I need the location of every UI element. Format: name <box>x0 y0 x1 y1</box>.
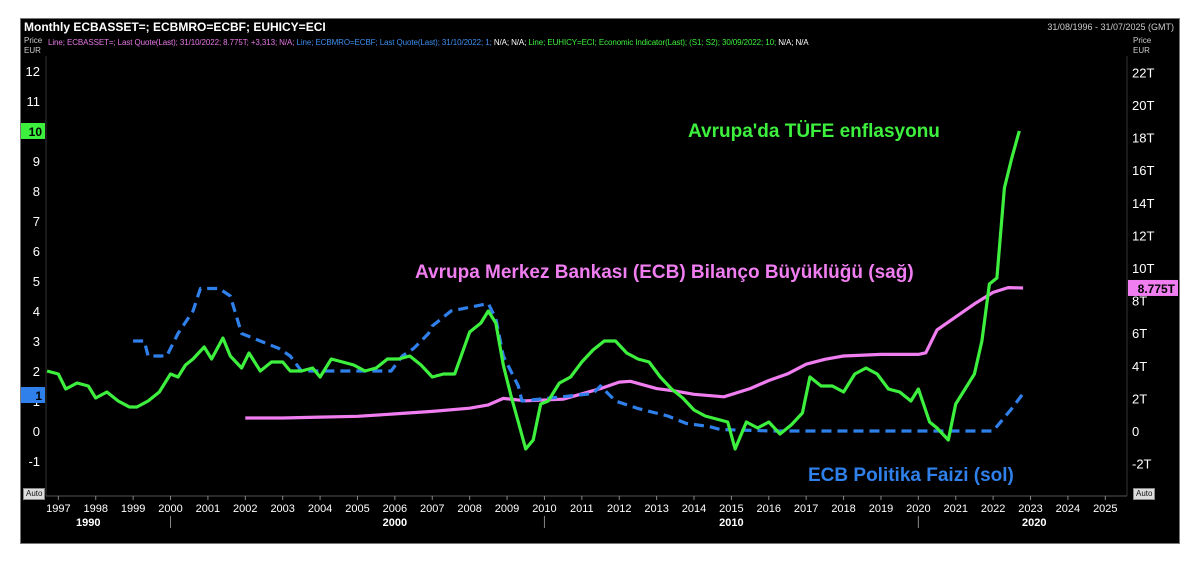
cpi-last-value-badge: 10 <box>29 125 43 139</box>
x-tick-label: 2021 <box>944 503 968 515</box>
series-legend-line: Line; ECBASSET=; Last Quote(Last); 31/10… <box>48 38 809 47</box>
x-tick-label: 2023 <box>1018 503 1042 515</box>
date-range: 31/08/1996 - 31/07/2025 (GMT) <box>1047 22 1174 32</box>
right-tick-label: 4T <box>1132 359 1147 374</box>
left-axis-unit: Price EUR <box>24 36 43 55</box>
x-tick-label: 2017 <box>794 503 818 515</box>
legend-rate-na: N/A; N/A; <box>493 38 529 47</box>
x-tick-label: 2015 <box>719 503 743 515</box>
x-tick-label: 2014 <box>682 503 706 515</box>
x-tick-label: 2024 <box>1056 503 1080 515</box>
right-tick-label: 22T <box>1132 65 1154 80</box>
x-tick-label: 2007 <box>420 503 444 515</box>
legend-cpi-na: N/A; N/A <box>778 38 809 47</box>
cpi-last-value-badge-bg <box>21 123 45 139</box>
x-tick-label: 2008 <box>457 503 481 515</box>
right-tick-label: 6T <box>1132 326 1147 341</box>
x-decade-label: 2000 <box>383 517 407 529</box>
x-tick-label: 2000 <box>158 503 182 515</box>
x-tick-label: 2020 <box>906 503 930 515</box>
left-tick-label: 3 <box>33 334 40 349</box>
annotation-balance-sheet: Avrupa Merkez Bankası (ECB) Bilanço Büyü… <box>415 262 914 283</box>
left-tick-label: 12 <box>26 64 40 79</box>
x-decade-label: 2010 <box>719 517 743 529</box>
x-tick-label: 2003 <box>270 503 294 515</box>
x-tick-label: 2001 <box>196 503 220 515</box>
x-tick-label: 2009 <box>495 503 519 515</box>
rate-last-value-badge-bg <box>21 387 45 403</box>
legend-cpi: Line; EUHICY=ECI; Economic Indicator(Las… <box>528 38 779 47</box>
left-tick-label: -1 <box>28 454 40 469</box>
balance-last-value-badge-bg <box>1128 279 1178 296</box>
x-tick-label: 2010 <box>532 503 556 515</box>
left-tick-label: 11 <box>27 94 41 109</box>
left-tick-label: 7 <box>33 214 40 229</box>
x-tick-label: 2005 <box>345 503 369 515</box>
balance-last-value-badge: 8.775T <box>1138 282 1176 296</box>
legend-balance: Line; ECBASSET=; Last Quote(Last); 31/10… <box>48 38 297 47</box>
x-tick-label: 1999 <box>121 503 145 515</box>
x-tick-label: 2012 <box>607 503 631 515</box>
chart-title: Monthly ECBASSET=; ECBMRO=ECBF; EUHICY=E… <box>24 20 326 34</box>
x-tick-label: 2019 <box>869 503 893 515</box>
x-tick-label: 2018 <box>831 503 855 515</box>
x-tick-label: 2004 <box>308 503 332 515</box>
right-tick-label: 16T <box>1132 163 1154 178</box>
right-tick-label: 2T <box>1132 391 1147 406</box>
chart-frame <box>20 18 1180 544</box>
right-tick-label: 18T <box>1132 131 1154 146</box>
x-tick-label: 2006 <box>383 503 407 515</box>
right-tick-label: 8T <box>1132 294 1147 309</box>
legend-rate: Line; ECBMRO=ECBF; Last Quote(Last); 31/… <box>296 38 494 47</box>
left-tick-label: 0 <box>33 424 40 439</box>
right-tick-label: 12T <box>1132 228 1154 243</box>
x-decade-label: 1990 <box>76 517 100 529</box>
x-tick-label: 2022 <box>981 503 1005 515</box>
balance-sheet-line <box>245 286 1024 420</box>
right-auto-scale-button[interactable]: Auto <box>1133 488 1156 500</box>
right-tick-label: -2T <box>1132 457 1152 472</box>
right-axis-unit: Price EUR <box>1133 36 1152 55</box>
x-tick-label: 2002 <box>233 503 257 515</box>
left-auto-scale-button[interactable]: Auto <box>23 488 46 500</box>
x-decade-label: 2020 <box>1022 517 1046 529</box>
x-tick-label: 2011 <box>570 503 594 515</box>
right-tick-label: 10T <box>1132 261 1154 276</box>
right-tick-label: 14T <box>1132 196 1154 211</box>
annotation-policy-rate: ECB Politika Faizi (sol) <box>808 465 1014 486</box>
x-tick-label: 2016 <box>757 503 781 515</box>
x-tick-label: 2013 <box>644 503 668 515</box>
x-tick-label: 1997 <box>46 503 70 515</box>
x-tick-label: 2025 <box>1093 503 1117 515</box>
left-tick-label: 2 <box>33 364 40 379</box>
left-tick-label: 9 <box>33 154 40 169</box>
rate-last-value-badge: 1 <box>35 389 42 403</box>
left-tick-label: 6 <box>33 244 40 259</box>
cpi-line <box>46 130 1021 451</box>
annotation-cpi: Avrupa'da TÜFE enflasyonu <box>688 121 940 142</box>
right-tick-label: 0 <box>1132 424 1139 439</box>
left-tick-label: 5 <box>33 274 40 289</box>
left-tick-label: 4 <box>33 304 40 319</box>
right-tick-label: 20T <box>1132 98 1154 113</box>
left-tick-label: 8 <box>33 184 40 199</box>
policy-rate-line <box>133 286 1025 433</box>
x-tick-label: 1998 <box>83 503 107 515</box>
